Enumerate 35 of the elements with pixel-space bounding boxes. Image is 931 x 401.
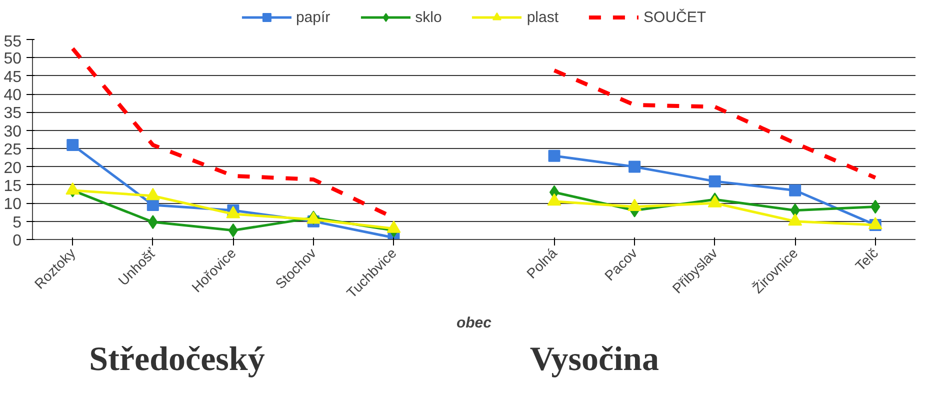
- point: [548, 150, 560, 162]
- legend-label: sklo: [415, 8, 442, 26]
- point: [628, 160, 641, 173]
- legend-label: SOUČET: [644, 8, 706, 26]
- y-tick-label: 0: [12, 232, 22, 250]
- y-tick-label: 45: [4, 68, 22, 86]
- point: [228, 223, 238, 238]
- point: [146, 198, 159, 211]
- x-axis-title: obec: [456, 314, 492, 332]
- point: [66, 182, 80, 195]
- y-tick-label: 30: [4, 123, 22, 140]
- text: Středočeský: [89, 341, 265, 378]
- point: [306, 211, 320, 224]
- y-tick-label: 55: [4, 34, 22, 50]
- point: [788, 213, 802, 226]
- y-tick-label: 50: [4, 50, 22, 68]
- point: [386, 220, 401, 233]
- point: [547, 193, 562, 206]
- point: [708, 195, 722, 208]
- point: [146, 188, 160, 200]
- y-tick-label: 40: [4, 87, 22, 104]
- y-tick-label: 35: [4, 105, 22, 122]
- y-tick-label: 10: [4, 196, 22, 214]
- point: [628, 198, 642, 212]
- point: [66, 138, 79, 151]
- point: [789, 184, 802, 196]
- point: [708, 175, 721, 188]
- y-tick-label: 25: [4, 142, 22, 159]
- legend-label: plast: [526, 8, 559, 26]
- y-tick-label: 20: [4, 160, 22, 177]
- text: Vysočina: [530, 341, 659, 378]
- y-tick-label: 5: [12, 214, 22, 232]
- x-tick-label: Telč: [852, 244, 882, 274]
- y-tick-label: 15: [4, 178, 22, 195]
- legend-label: papír: [296, 8, 330, 26]
